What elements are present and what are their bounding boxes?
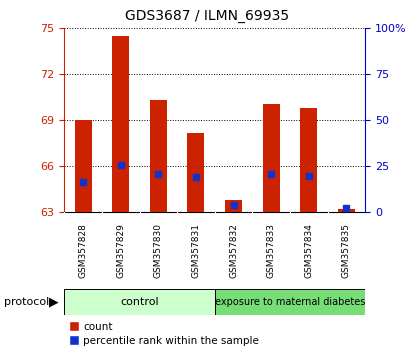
- Text: GSM357828: GSM357828: [78, 223, 88, 278]
- Text: GSM357829: GSM357829: [116, 223, 125, 278]
- Text: ▶: ▶: [49, 295, 59, 308]
- Text: protocol: protocol: [4, 297, 53, 307]
- Text: GSM357832: GSM357832: [229, 223, 238, 278]
- Bar: [215, 289, 365, 315]
- Text: exposure to maternal diabetes: exposure to maternal diabetes: [215, 297, 365, 307]
- Text: control: control: [120, 297, 159, 307]
- Bar: [150, 101, 167, 212]
- Text: GSM357830: GSM357830: [154, 223, 163, 278]
- Bar: [188, 133, 205, 212]
- Bar: [300, 108, 317, 212]
- Text: GSM357833: GSM357833: [267, 223, 276, 278]
- Text: GSM357835: GSM357835: [342, 223, 351, 278]
- Text: GSM357834: GSM357834: [304, 223, 313, 278]
- Bar: [75, 120, 92, 212]
- Bar: [112, 36, 129, 212]
- Bar: [225, 200, 242, 212]
- Legend: count, percentile rank within the sample: count, percentile rank within the sample: [70, 322, 259, 346]
- Text: GSM357831: GSM357831: [191, 223, 200, 278]
- Text: GDS3687 / ILMN_69935: GDS3687 / ILMN_69935: [125, 9, 290, 23]
- Bar: [338, 209, 355, 212]
- Bar: [64, 289, 215, 315]
- Bar: [263, 104, 280, 212]
